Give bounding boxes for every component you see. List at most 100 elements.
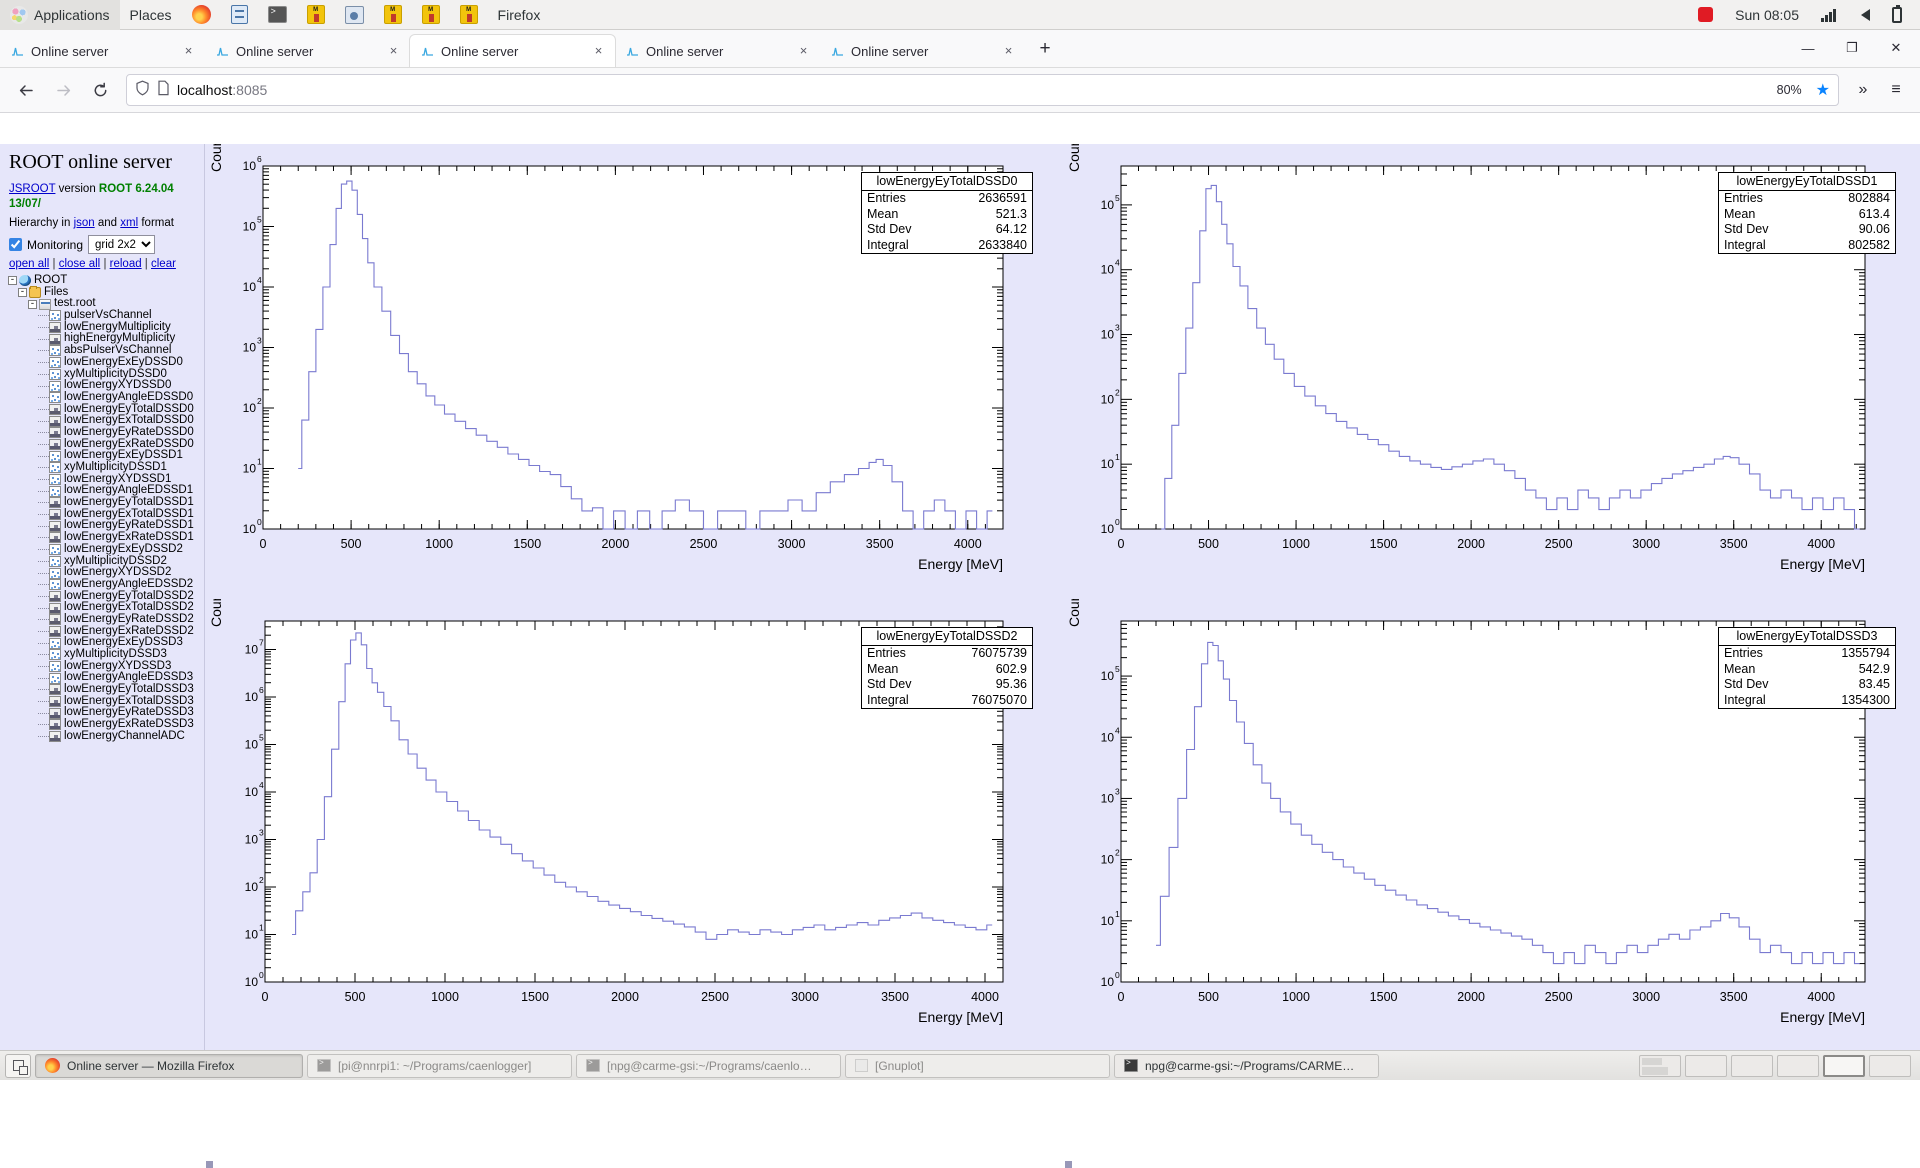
tab-close-icon[interactable]: × xyxy=(184,42,193,58)
tree-item-label[interactable]: ROOT xyxy=(34,274,68,286)
tree-item-label[interactable]: lowEnergyAngleEDSSD1 xyxy=(64,484,194,497)
close-all-link[interactable]: close all xyxy=(58,258,101,270)
applications-menu[interactable]: Applications xyxy=(0,0,120,30)
plot-pad-3[interactable]: 0 500 1000 1500 2000 2500 3000 3500 4000 10 0 10 1 10… xyxy=(1063,599,1920,1050)
xml-link[interactable]: xml xyxy=(120,217,139,229)
launcher-terminal[interactable] xyxy=(258,0,297,30)
tree-item-label[interactable]: lowEnergyEyTotalDSSD2 xyxy=(64,589,194,602)
close-window-button[interactable]: ✕ xyxy=(1890,40,1902,55)
launcher-mint-2[interactable]: M xyxy=(374,0,412,30)
shield-icon[interactable] xyxy=(135,80,150,101)
monitoring-checkbox[interactable] xyxy=(9,238,22,251)
tree-item-label[interactable]: Files xyxy=(44,285,69,298)
tree-item-label[interactable]: pulserVsChannel xyxy=(64,309,152,322)
tree-item-label[interactable]: lowEnergyExTotalDSSD3 xyxy=(64,694,194,707)
taskbar-item-gnuplot[interactable]: [Gnuplot] xyxy=(845,1053,1110,1078)
tree-item-label[interactable]: test.root xyxy=(54,297,96,310)
tree-item-lowEnergyAngleEDSSD1[interactable]: lowEnergyAngleEDSSD1 xyxy=(8,485,204,497)
forward-button[interactable] xyxy=(46,73,80,107)
browser-tab-1[interactable]: Online server × xyxy=(205,35,410,67)
tree-item-lowEnergyAngleEDSSD3[interactable]: lowEnergyAngleEDSSD3 xyxy=(8,672,204,684)
tree-item-test.root[interactable]: - test.root xyxy=(8,298,204,310)
tab-close-icon[interactable]: × xyxy=(1004,42,1013,58)
tree-item-label[interactable]: lowEnergyEyTotalDSSD0 xyxy=(64,402,194,415)
tree-item-xyMultiplicityDSSD0[interactable]: xyMultiplicityDSSD0 xyxy=(8,367,204,381)
tree-item-lowEnergyExRateDSSD2[interactable]: lowEnergyExRateDSSD2 xyxy=(8,624,204,638)
jsroot-link[interactable]: JSROOT xyxy=(9,183,56,195)
json-link[interactable]: json xyxy=(73,217,95,229)
launcher-firefox[interactable] xyxy=(182,0,221,30)
tree-item-label[interactable]: lowEnergyEyRateDSSD1 xyxy=(64,519,194,532)
tree-item-absPulserVsChannel[interactable]: absPulserVsChannel xyxy=(8,344,204,357)
tree-item-label[interactable]: lowEnergyAngleEDSSD3 xyxy=(64,671,194,684)
tree-item-ROOT[interactable]: - ROOT xyxy=(8,274,204,287)
tree-expander-icon[interactable]: - xyxy=(18,287,27,298)
taskbar-item-terminal-3[interactable]: npg@carme-gsi:~/Programs/CARME… xyxy=(1114,1053,1379,1078)
tree-item-lowEnergyXYDSSD0[interactable]: lowEnergyXYDSSD0 xyxy=(8,379,204,392)
tree-item-label[interactable]: highEnergyMultiplicity xyxy=(64,332,176,345)
layout-select[interactable]: grid 2x2 xyxy=(88,235,156,254)
workspace-3[interactable] xyxy=(1731,1054,1773,1077)
tree-item-lowEnergyEyTotalDSSD2[interactable]: lowEnergyEyTotalDSSD2 xyxy=(8,589,204,603)
tree-item-lowEnergyExTotalDSSD0[interactable]: lowEnergyExTotalDSSD0 xyxy=(8,415,204,427)
browser-tab-0[interactable]: Online server × xyxy=(0,35,205,67)
tree-item-lowEnergyExRateDSSD0[interactable]: lowEnergyExRateDSSD0 xyxy=(8,438,204,451)
workspace-2[interactable] xyxy=(1685,1054,1727,1077)
show-desktop-button[interactable] xyxy=(5,1053,31,1078)
stats-box-0[interactable]: lowEnergyEyTotalDSSD0 Entries 2636591 Mea… xyxy=(861,172,1033,255)
tree-item-xyMultiplicityDSSD1[interactable]: xyMultiplicityDSSD1 xyxy=(8,461,204,474)
launcher-mint-1[interactable]: M xyxy=(297,0,335,30)
tree-item-lowEnergyAngleEDSSD2[interactable]: lowEnergyAngleEDSSD2 xyxy=(8,577,204,591)
tree-item-label[interactable]: lowEnergyAngleEDSSD2 xyxy=(64,577,194,590)
tree-item-lowEnergyExRateDSSD3[interactable]: lowEnergyExRateDSSD3 xyxy=(8,718,204,731)
tree-item-label[interactable]: lowEnergyExRateDSSD3 xyxy=(64,718,194,731)
tree-item-label[interactable]: lowEnergyXYDSSD0 xyxy=(64,379,172,392)
workspace-4[interactable] xyxy=(1777,1054,1819,1077)
bookmark-star-icon[interactable]: ★ xyxy=(1815,82,1830,99)
maximize-button[interactable]: ❐ xyxy=(1846,40,1858,55)
tree-item-lowEnergyExTotalDSSD2[interactable]: lowEnergyExTotalDSSD2 xyxy=(8,602,204,614)
open-all-link[interactable]: open all xyxy=(9,258,50,270)
tree-item-lowEnergyExEyDSSD1[interactable]: lowEnergyExEyDSSD1 xyxy=(8,450,204,462)
tree-item-label[interactable]: lowEnergyExRateDSSD2 xyxy=(64,624,194,637)
zoom-level-badge[interactable]: 80% xyxy=(1776,83,1802,97)
tree-item-label[interactable]: absPulserVsChannel xyxy=(64,344,172,357)
launcher-mint-4[interactable]: M xyxy=(450,0,488,30)
tree-item-label[interactable]: lowEnergyXYDSSD2 xyxy=(64,566,172,579)
tree-item-lowEnergyEyTotalDSSD3[interactable]: lowEnergyEyTotalDSSD3 xyxy=(8,683,204,696)
taskbar-item-firefox[interactable]: Online server — Mozilla Firefox xyxy=(35,1053,303,1078)
tree-item-label[interactable]: lowEnergyEyRateDSSD0 xyxy=(64,425,194,438)
stats-box-3[interactable]: lowEnergyEyTotalDSSD3 Entries 1355794 Mea… xyxy=(1718,627,1896,710)
tree-item-label[interactable]: xyMultiplicityDSSD1 xyxy=(64,461,167,473)
plot-pad-1[interactable]: 0 500 1000 1500 2000 2500 3000 3500 4000 10 0 10 1 10… xyxy=(1063,144,1920,599)
power-indicator[interactable] xyxy=(1882,0,1912,30)
tree-item-label[interactable]: lowEnergyChannelADC xyxy=(64,729,185,742)
plot-pad-2[interactable]: 0 500 1000 1500 2000 2500 3000 3500 4000 10 0 10 1 10… xyxy=(205,599,1063,1050)
tab-close-icon[interactable]: × xyxy=(389,42,398,58)
launcher-file-manager[interactable] xyxy=(221,0,258,30)
launcher-mint-3[interactable]: M xyxy=(412,0,450,30)
tree-item-lowEnergyXYDSSD3[interactable]: lowEnergyXYDSSD3 xyxy=(8,660,204,673)
workspace-5[interactable] xyxy=(1823,1054,1865,1077)
reload-link[interactable]: reload xyxy=(109,258,142,270)
places-menu[interactable]: Places xyxy=(120,0,182,30)
tree-item-label[interactable]: xyMultiplicityDSSD0 xyxy=(64,367,167,380)
tree-item-Files[interactable]: - Files xyxy=(8,285,204,299)
new-tab-button[interactable]: + xyxy=(1039,38,1051,59)
workspace-6[interactable] xyxy=(1869,1054,1911,1077)
tree-item-label[interactable]: lowEnergyXYDSSD1 xyxy=(64,472,172,485)
tree-item-lowEnergyEyRateDSSD3[interactable]: lowEnergyEyRateDSSD3 xyxy=(8,707,204,719)
tree-item-lowEnergyExEyDSSD3[interactable]: lowEnergyExEyDSSD3 xyxy=(8,637,204,649)
tree-item-label[interactable]: lowEnergyExTotalDSSD0 xyxy=(64,414,194,427)
volume-indicator[interactable] xyxy=(1851,0,1880,30)
tree-expander-icon[interactable]: - xyxy=(28,298,37,309)
tree-item-xyMultiplicityDSSD2[interactable]: xyMultiplicityDSSD2 xyxy=(8,555,204,568)
tree-item-lowEnergyExRateDSSD1[interactable]: lowEnergyExRateDSSD1 xyxy=(8,531,204,544)
clock[interactable]: Sun 08:05 xyxy=(1725,0,1809,30)
browser-tab-3[interactable]: Online server × xyxy=(615,35,820,67)
tree-item-label[interactable]: lowEnergyExRateDSSD1 xyxy=(64,531,194,544)
tree-item-lowEnergyXYDSSD1[interactable]: lowEnergyXYDSSD1 xyxy=(8,472,204,486)
network-indicator[interactable] xyxy=(1811,0,1849,30)
stats-box-1[interactable]: lowEnergyEyTotalDSSD1 Entries 802884 Mean… xyxy=(1718,172,1896,255)
tree-item-label[interactable]: lowEnergyExEyDSSD2 xyxy=(64,542,183,555)
